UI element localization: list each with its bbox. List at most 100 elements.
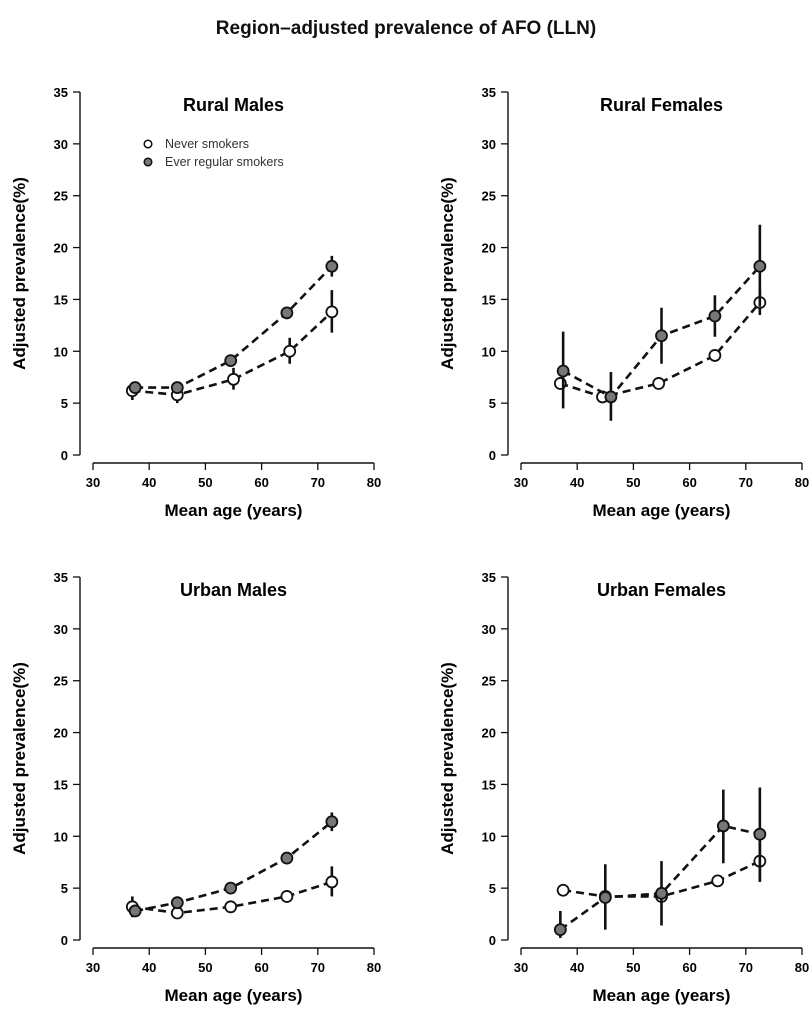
panel-title: Rural Males bbox=[183, 95, 284, 115]
x-tick-label: 30 bbox=[86, 475, 100, 490]
data-point bbox=[128, 904, 142, 918]
data-point bbox=[556, 883, 570, 897]
panel-title: Rural Females bbox=[600, 95, 723, 115]
x-tick-label: 30 bbox=[514, 960, 528, 975]
y-tick-label: 20 bbox=[54, 726, 68, 741]
x-tick-label: 40 bbox=[570, 475, 584, 490]
data-point bbox=[655, 329, 668, 343]
y-tick-label: 35 bbox=[482, 570, 496, 585]
y-tick-label: 5 bbox=[489, 396, 496, 411]
data-point bbox=[224, 354, 238, 368]
y-tick-label: 30 bbox=[482, 622, 496, 637]
y-tick-label: 20 bbox=[482, 241, 496, 256]
series-line bbox=[559, 824, 761, 931]
x-tick-label: 60 bbox=[682, 475, 696, 490]
data-point bbox=[598, 891, 612, 904]
x-axis-label: Mean age (years) bbox=[593, 986, 731, 1005]
data-point bbox=[604, 390, 618, 404]
data-point bbox=[708, 349, 722, 362]
data-point bbox=[652, 377, 666, 390]
y-tick-label: 10 bbox=[54, 344, 68, 359]
x-tick-label: 40 bbox=[570, 960, 584, 975]
x-tick-label: 50 bbox=[626, 475, 640, 490]
y-tick-label: 0 bbox=[489, 448, 496, 463]
x-tick-label: 70 bbox=[311, 960, 325, 975]
legend-label-ever: Ever regular smokers bbox=[165, 155, 284, 169]
x-tick-label: 50 bbox=[626, 960, 640, 975]
data-point bbox=[325, 815, 339, 829]
y-tick-label: 35 bbox=[54, 85, 68, 100]
data-point bbox=[711, 874, 725, 888]
data-point bbox=[655, 886, 668, 900]
data-point bbox=[224, 900, 238, 914]
data-point bbox=[280, 306, 294, 320]
y-tick-label: 35 bbox=[482, 85, 496, 100]
chart-panel: 30 40 50 60 70 80 0 5 10 15 20 25 30 35 Rural Females M… bbox=[438, 85, 809, 520]
y-axis-label: Adjusted prevalence(%) bbox=[10, 662, 29, 855]
y-tick-label: 0 bbox=[489, 933, 496, 948]
legend-marker-never bbox=[143, 139, 153, 149]
x-axis-label: Mean age (years) bbox=[165, 501, 303, 520]
data-point bbox=[716, 819, 730, 833]
x-tick-label: 80 bbox=[367, 960, 381, 975]
data-point bbox=[753, 259, 767, 273]
chart-panel: 30 40 50 60 70 80 0 5 10 15 20 25 30 35 Rural Males Mea… bbox=[10, 85, 381, 520]
x-tick-label: 60 bbox=[254, 960, 268, 975]
y-tick-label: 30 bbox=[482, 137, 496, 152]
x-tick-label: 30 bbox=[514, 475, 528, 490]
y-tick-label: 30 bbox=[54, 137, 68, 152]
x-tick-label: 70 bbox=[739, 475, 753, 490]
legend: Never smokers Ever regular smokers bbox=[143, 137, 284, 169]
data-point bbox=[227, 372, 240, 386]
x-tick-label: 50 bbox=[198, 960, 212, 975]
y-axis-label: Adjusted prevalence(%) bbox=[10, 177, 29, 370]
y-tick-label: 15 bbox=[54, 292, 68, 307]
y-tick-label: 25 bbox=[482, 189, 496, 204]
x-tick-label: 40 bbox=[142, 960, 156, 975]
data-point bbox=[325, 259, 339, 273]
legend-marker-ever bbox=[143, 157, 153, 167]
data-point bbox=[170, 896, 184, 910]
series-line bbox=[559, 301, 761, 399]
x-tick-label: 70 bbox=[311, 475, 325, 490]
y-tick-label: 5 bbox=[489, 881, 496, 896]
x-axis-label: Mean age (years) bbox=[593, 501, 731, 520]
x-tick-label: 80 bbox=[795, 475, 809, 490]
y-tick-label: 5 bbox=[61, 396, 68, 411]
x-tick-label: 60 bbox=[254, 475, 268, 490]
y-tick-label: 25 bbox=[54, 674, 68, 689]
series-line bbox=[134, 820, 333, 913]
y-tick-label: 10 bbox=[482, 344, 496, 359]
data-point bbox=[170, 906, 184, 920]
y-tick-label: 20 bbox=[482, 726, 496, 741]
y-tick-label: 10 bbox=[54, 829, 68, 844]
chart-panel: 30 40 50 60 70 80 0 5 10 15 20 25 30 35 Urban Females M… bbox=[438, 570, 809, 1005]
y-tick-label: 5 bbox=[61, 881, 68, 896]
y-tick-label: 15 bbox=[54, 777, 68, 792]
y-tick-label: 0 bbox=[61, 933, 68, 948]
data-point bbox=[170, 381, 184, 394]
x-tick-label: 80 bbox=[795, 960, 809, 975]
y-tick-label: 30 bbox=[54, 622, 68, 637]
series-line bbox=[132, 310, 333, 397]
x-tick-label: 50 bbox=[198, 475, 212, 490]
data-point bbox=[128, 381, 142, 394]
x-tick-label: 60 bbox=[682, 960, 696, 975]
y-tick-label: 20 bbox=[54, 241, 68, 256]
data-point bbox=[280, 851, 294, 865]
data-point bbox=[325, 305, 339, 319]
x-tick-label: 40 bbox=[142, 475, 156, 490]
panel-title: Urban Females bbox=[597, 580, 726, 600]
y-axis-label: Adjusted prevalence(%) bbox=[438, 177, 457, 370]
data-point bbox=[224, 881, 238, 895]
panel-title: Urban Males bbox=[180, 580, 287, 600]
x-tick-label: 80 bbox=[367, 475, 381, 490]
data-point bbox=[753, 827, 767, 841]
legend-label-never: Never smokers bbox=[165, 137, 249, 151]
series-line bbox=[132, 880, 333, 915]
data-point bbox=[553, 923, 567, 937]
y-tick-label: 25 bbox=[482, 674, 496, 689]
y-tick-label: 0 bbox=[61, 448, 68, 463]
series-line bbox=[135, 265, 333, 389]
